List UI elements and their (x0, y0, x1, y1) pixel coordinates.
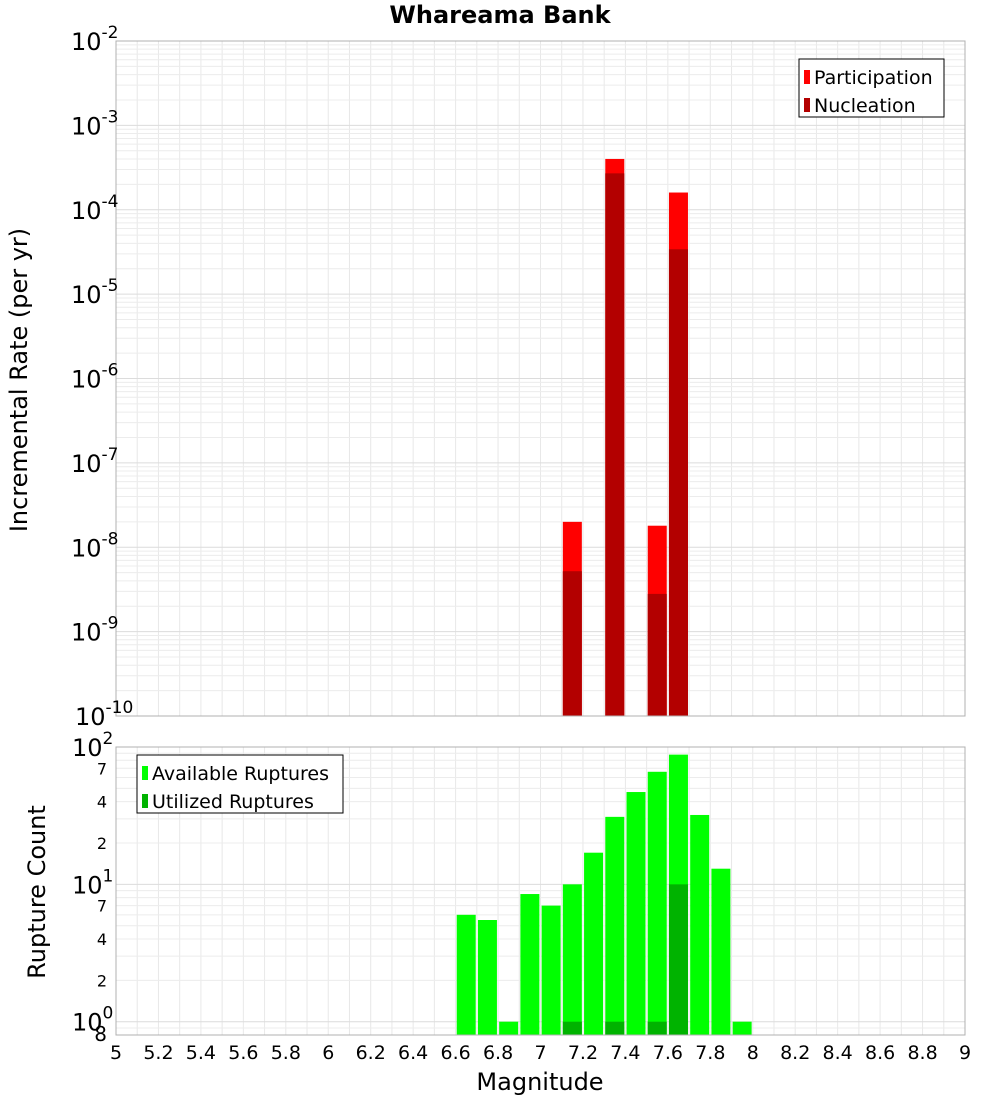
top-legend-swatch (804, 70, 810, 84)
top-y-tick-label: 10-2 (71, 23, 119, 56)
top-legend-label: Nucleation (814, 95, 916, 117)
x-tick-label: 6.6 (440, 1042, 470, 1064)
x-tick-label: 8.8 (907, 1042, 937, 1064)
bottom-legend-box (136, 754, 344, 814)
x-tick-label: 7.6 (653, 1042, 683, 1064)
bottom-legend-label: Utilized Ruptures (152, 791, 314, 813)
top-y-axis-label: Incremental Rate (per yr) (5, 228, 33, 532)
top-plot-area: Participation Nucleation 10-10 10-9 10-8 10-7… (71, 23, 966, 731)
x-tick-label: 6.2 (356, 1042, 386, 1064)
top-y-tick-label: 10-5 (71, 276, 119, 309)
plot-frame (115, 40, 966, 717)
bottom-y-minor-tick-label: 2 (97, 834, 107, 853)
x-tick-label: 5.2 (143, 1042, 173, 1064)
x-tick-label: 6 (322, 1042, 334, 1064)
bottom-bar-a (711, 868, 731, 1035)
top-y-tick-label: 10-7 (71, 445, 119, 478)
x-tick-label: 5.8 (271, 1042, 301, 1064)
top-y-tick-label: 10-9 (71, 614, 119, 647)
top-bar-b (605, 173, 625, 716)
plot-frame (115, 746, 966, 1036)
x-tick-label: 8.6 (865, 1042, 895, 1064)
bottom-y-major-tick-label: 101 (72, 866, 113, 899)
bottom-bar-a (626, 792, 646, 1035)
bottom-bar-a (690, 814, 710, 1035)
bottom-bar-b (562, 1021, 582, 1035)
bottom-y-minor-tick-label: 4 (97, 930, 107, 949)
bottom-y-minor-tick-label: 8 (94, 1022, 107, 1046)
bottom-bar-a (732, 1021, 752, 1035)
bottom-bar-a (584, 852, 604, 1035)
bottom-bar-b (605, 1021, 625, 1035)
bottom-y-major-tick-label: 102 (72, 729, 113, 762)
x-tick-label: 8.4 (823, 1042, 853, 1064)
bottom-legend-swatch (142, 794, 148, 808)
bottom-y-minor-tick-label: 2 (97, 971, 107, 990)
bottom-bar-a (520, 894, 540, 1035)
x-tick-label: 6.4 (398, 1042, 428, 1064)
bottom-y-minor-tick-label: 4 (97, 793, 107, 812)
top-legend-box (798, 58, 945, 118)
top-y-tick-label: 10-6 (71, 361, 119, 394)
bottom-legend-swatch (142, 766, 148, 780)
top-bar-b (668, 249, 688, 716)
x-tick-label: 5.4 (186, 1042, 216, 1064)
bottom-y-axis-label: Rupture Count (23, 805, 51, 979)
bottom-bar-a (456, 914, 476, 1035)
top-y-tick-label: 10-4 (71, 192, 119, 225)
bottom-plot-area: Available Ruptures Utilized Ruptures 100 10… (72, 729, 971, 1064)
x-tick-label: 6.8 (483, 1042, 513, 1064)
x-tick-label: 7.4 (610, 1042, 640, 1064)
bottom-y-minor-tick-label: 7 (97, 897, 107, 916)
bottom-bar-a (605, 816, 625, 1035)
top-y-tick-label: 10-10 (75, 698, 133, 731)
x-axis-label: Magnitude (476, 1068, 603, 1096)
x-tick-label: 9 (959, 1042, 971, 1064)
top-bar-b (562, 571, 582, 716)
chart-title: Whareama Bank (389, 1, 611, 29)
bottom-bar-b (668, 884, 688, 1035)
x-tick-label: 7 (534, 1042, 546, 1064)
x-tick-label: 7.2 (568, 1042, 598, 1064)
top-bar-b (647, 593, 667, 716)
x-tick-label: 5.6 (228, 1042, 258, 1064)
x-tick-label: 8.2 (780, 1042, 810, 1064)
bottom-bar-a (499, 1021, 519, 1035)
bottom-bar-a (541, 905, 561, 1035)
bottom-bar-b (647, 1021, 667, 1035)
x-tick-label: 7.8 (695, 1042, 725, 1064)
top-y-tick-label: 10-3 (71, 107, 119, 140)
bottom-legend-label: Available Ruptures (152, 763, 329, 785)
top-legend-swatch (804, 98, 810, 112)
bottom-y-minor-tick-label: 7 (97, 759, 107, 778)
bottom-y-major-tick-label: 100 (72, 1004, 113, 1037)
bottom-bar-a (562, 884, 582, 1035)
x-tick-label: 8 (747, 1042, 759, 1064)
top-y-tick-label: 10-8 (71, 529, 119, 562)
x-tick-label: 5 (110, 1042, 122, 1064)
top-legend-label: Participation (814, 67, 933, 89)
bottom-bar-a (477, 920, 497, 1035)
bottom-bar-a (647, 771, 667, 1035)
